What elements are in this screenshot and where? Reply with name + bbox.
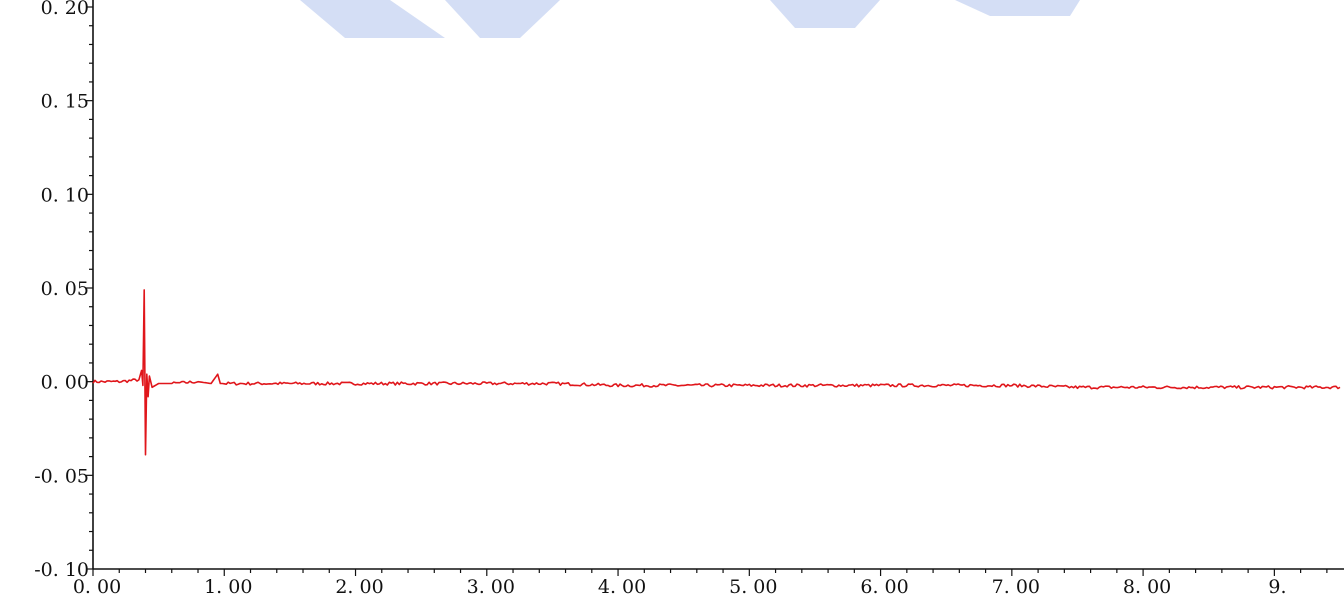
y-tick-label: -0. 10 <box>34 559 89 581</box>
signal-line <box>92 289 1341 456</box>
x-tick-label: 5. 00 <box>729 576 777 598</box>
axes <box>92 0 1344 570</box>
x-tick-label: 0. 00 <box>73 576 121 598</box>
y-tick-label: 0. 10 <box>41 184 89 206</box>
y-tick-label: 0. 15 <box>41 91 89 113</box>
y-axis-ticks: -0. 10 -0. 05 0. 00 0. 05 0. 10 0. 15 0. 20 <box>34 0 93 581</box>
x-tick-label: 8. 00 <box>1123 576 1171 598</box>
x-tick-label: 3. 00 <box>467 576 515 598</box>
y-tick-label: 0. 05 <box>41 278 89 300</box>
watermark <box>300 0 1080 38</box>
y-tick-label: 0. 20 <box>41 0 89 19</box>
x-tick-label: 6. 00 <box>860 576 908 598</box>
x-tick-label: 1. 00 <box>204 576 252 598</box>
x-tick-label: 2. 00 <box>335 576 383 598</box>
x-tick-label: 4. 00 <box>598 576 646 598</box>
x-tick-label: 7. 00 <box>992 576 1040 598</box>
x-axis-ticks: 0. 00 1. 00 2. 00 3. 00 4. 00 5. 00 6. 00 7. 00… <box>73 569 1328 598</box>
x-tick-label: 9. <box>1268 576 1286 598</box>
y-tick-label: 0. 00 <box>41 372 89 394</box>
y-tick-label: -0. 05 <box>34 465 89 487</box>
